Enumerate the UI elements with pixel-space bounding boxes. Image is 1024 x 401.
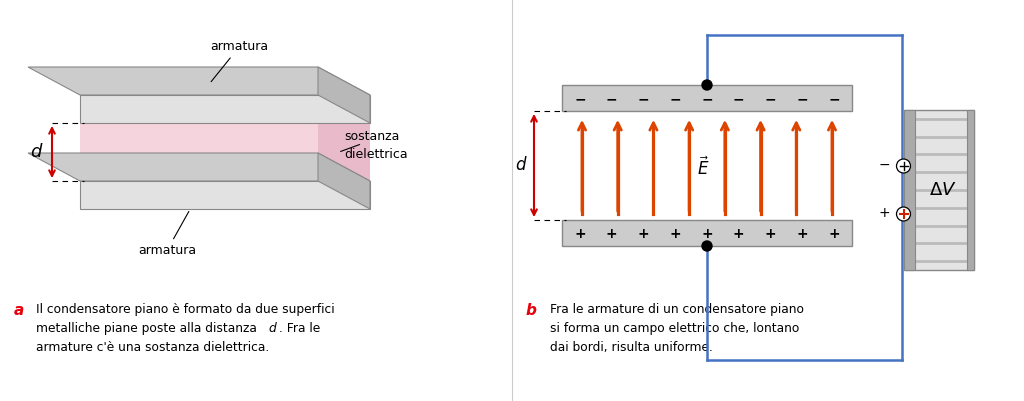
Text: armatura: armatura — [211, 40, 268, 82]
Text: −: − — [701, 92, 713, 106]
Text: . Fra le: . Fra le — [279, 322, 321, 335]
Circle shape — [896, 207, 910, 221]
Polygon shape — [318, 67, 370, 123]
Bar — [904, 110, 974, 270]
Polygon shape — [318, 95, 370, 181]
Text: si forma un campo elettrico che, lontano: si forma un campo elettrico che, lontano — [550, 322, 800, 335]
Text: a: a — [14, 303, 25, 318]
Circle shape — [702, 241, 712, 251]
Text: −: − — [606, 92, 617, 106]
Polygon shape — [80, 181, 370, 209]
Text: +: + — [574, 227, 586, 241]
Text: $\vec{E}$: $\vec{E}$ — [697, 156, 710, 179]
Text: −: − — [797, 92, 808, 106]
Text: armatura: armatura — [138, 211, 196, 257]
Bar — [904, 110, 915, 270]
Text: b: b — [526, 303, 537, 318]
Text: metalliche piane poste alla distanza: metalliche piane poste alla distanza — [36, 322, 261, 335]
Text: +: + — [879, 206, 890, 220]
Text: +: + — [638, 227, 649, 241]
Text: +: + — [765, 227, 776, 241]
Polygon shape — [318, 153, 370, 209]
Circle shape — [702, 80, 712, 90]
Text: Il condensatore piano è formato da due superfici: Il condensatore piano è formato da due s… — [36, 303, 335, 316]
Bar — [967, 110, 974, 270]
Text: +: + — [670, 227, 681, 241]
Text: +: + — [828, 227, 840, 241]
Polygon shape — [80, 95, 370, 123]
Text: −: − — [574, 92, 586, 106]
Text: +: + — [606, 227, 617, 241]
Bar — [562, 85, 852, 111]
Polygon shape — [80, 123, 370, 181]
Text: armature c'è una sostanza dielettrica.: armature c'è una sostanza dielettrica. — [36, 341, 269, 354]
Text: +: + — [797, 227, 808, 241]
Text: sostanza: sostanza — [344, 130, 399, 143]
Text: −: − — [638, 92, 649, 106]
Text: −: − — [670, 92, 681, 106]
Text: dai bordi, risulta uniforme.: dai bordi, risulta uniforme. — [550, 341, 713, 354]
Text: −: − — [879, 158, 890, 172]
Text: Fra le armature di un condensatore piano: Fra le armature di un condensatore piano — [550, 303, 804, 316]
Text: −: − — [828, 92, 840, 106]
Text: d: d — [31, 143, 42, 161]
Text: +: + — [733, 227, 744, 241]
Text: d: d — [268, 322, 275, 335]
Polygon shape — [28, 67, 370, 95]
Text: $\Delta V$: $\Delta V$ — [929, 181, 956, 199]
Text: −: − — [733, 92, 744, 106]
Circle shape — [896, 159, 910, 173]
Polygon shape — [28, 153, 370, 181]
Text: d: d — [515, 156, 525, 174]
Bar — [562, 220, 852, 246]
Text: +: + — [701, 227, 713, 241]
Text: dielettrica: dielettrica — [344, 148, 408, 161]
Text: −: − — [765, 92, 776, 106]
